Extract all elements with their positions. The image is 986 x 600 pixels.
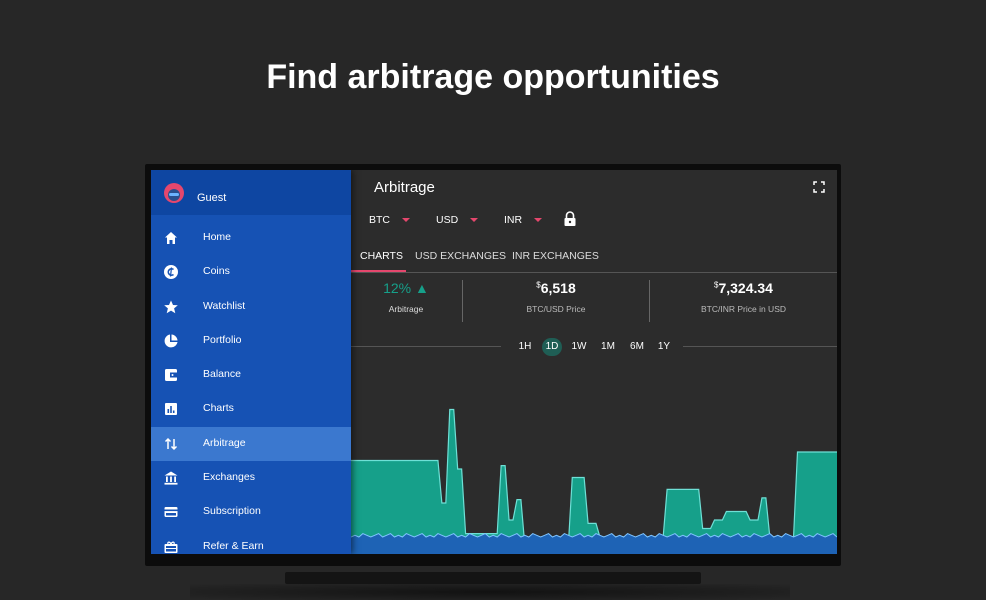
nav-label: Watchlist — [203, 300, 246, 312]
nav-label: Arbitrage — [203, 437, 246, 449]
nav-item-portfolio[interactable]: Portfolio — [151, 324, 351, 358]
range-divider-right — [683, 346, 837, 347]
nav-item-subscription[interactable]: Subscription — [151, 495, 351, 529]
tab-divider — [351, 272, 837, 273]
stat-divider — [462, 280, 463, 322]
tab-inr-exchanges[interactable]: INR EXCHANGES — [512, 250, 599, 262]
series-1-area — [351, 409, 837, 554]
nav-label: Portfolio — [203, 334, 242, 346]
page-title: Arbitrage — [374, 179, 435, 196]
nav-label: Home — [203, 231, 232, 243]
usd-price-stat: $6,518 BTC/USD Price — [463, 280, 649, 314]
arbitrage-label: Arbitrage — [388, 304, 424, 314]
series-1-line — [351, 408, 837, 547]
swap-arrows-icon — [164, 437, 178, 451]
headline: Find arbitrage opportunities — [266, 58, 720, 96]
app-screen: Guest Home Coins Watchlist Portfolio Bal… — [151, 170, 837, 554]
arbitrage-stat: 12% ▲ Arbitrage — [351, 280, 461, 314]
tv-stand — [285, 572, 701, 584]
nav-item-arbitrage[interactable]: Arbitrage — [151, 427, 351, 461]
nav-item-watchlist[interactable]: Watchlist — [151, 290, 351, 324]
user-name: Guest — [197, 192, 227, 204]
lock-icon[interactable] — [563, 211, 577, 227]
nav-label: Charts — [203, 402, 234, 414]
coin-select[interactable]: BTC — [369, 214, 410, 226]
range-divider-left — [351, 346, 501, 347]
nav-label: Subscription — [203, 505, 261, 517]
range-6m-button[interactable]: 6M — [630, 341, 644, 352]
nav-label: Exchanges — [203, 471, 255, 483]
tv-shadow — [190, 584, 790, 600]
currency1-select-value: USD — [436, 214, 459, 226]
currency1-select[interactable]: USD — [436, 214, 479, 226]
nav-item-coins[interactable]: Coins — [151, 255, 351, 289]
nav-label: Coins — [203, 265, 230, 277]
arrow-up-icon: ▲ — [415, 280, 429, 296]
main-panel: Arbitrage BTC USD INR CHARTS USD EXCHANG… — [351, 170, 837, 554]
currency2-select-value: INR — [504, 214, 523, 226]
nav-item-refer-earn[interactable]: Refer & Earn — [151, 530, 351, 554]
chevron-down-icon — [402, 218, 410, 223]
usd-price-value: $6,518 — [536, 280, 576, 296]
inr-price-value: $7,324.34 — [714, 280, 773, 296]
usd-price-label: BTC/USD Price — [526, 304, 586, 314]
card-icon — [164, 507, 178, 517]
nav-item-home[interactable]: Home — [151, 221, 351, 255]
nav-label: Balance — [203, 368, 241, 380]
nav-item-exchanges[interactable]: Exchanges — [151, 461, 351, 495]
arbitrage-value: 12% ▲ — [383, 280, 429, 296]
drawer-header: Guest — [151, 170, 351, 215]
range-1w-button[interactable]: 1W — [571, 341, 587, 352]
chevron-down-icon — [534, 218, 543, 223]
range-1m-button[interactable]: 1M — [601, 341, 615, 352]
bank-icon — [164, 471, 178, 485]
range-1h-button[interactable]: 1H — [518, 341, 532, 352]
wallet-icon — [165, 369, 177, 381]
home-icon — [165, 232, 177, 244]
avatar-icon[interactable] — [163, 182, 185, 204]
star-icon — [164, 300, 178, 314]
gift-icon — [164, 541, 178, 553]
stat-divider — [649, 280, 650, 322]
navigation-drawer: Guest Home Coins Watchlist Portfolio Bal… — [151, 170, 351, 554]
tab-indicator — [351, 270, 406, 272]
fullscreen-icon[interactable] — [813, 181, 825, 193]
nav-label: Refer & Earn — [203, 540, 264, 552]
arbitrage-chart — [351, 408, 837, 554]
series-2-area — [351, 533, 837, 554]
currency2-select[interactable]: INR — [504, 214, 543, 226]
range-1y-button[interactable]: 1Y — [657, 341, 671, 352]
nav-item-balance[interactable]: Balance — [151, 358, 351, 392]
bar-chart-icon — [165, 403, 177, 415]
coin-icon — [164, 265, 178, 279]
nav-item-charts[interactable]: Charts — [151, 392, 351, 426]
tab-usd-exchanges[interactable]: USD EXCHANGES — [415, 250, 507, 262]
series-2-line — [351, 533, 837, 538]
tab-charts[interactable]: CHARTS — [360, 250, 403, 262]
coin-select-value: BTC — [369, 214, 390, 226]
inr-price-stat: $7,324.34 BTC/INR Price in USD — [650, 280, 837, 314]
inr-price-label: BTC/INR Price in USD — [700, 304, 786, 314]
pie-chart-icon — [164, 334, 178, 348]
chevron-down-icon — [470, 218, 479, 223]
range-1d-button[interactable]: 1D — [542, 338, 562, 356]
